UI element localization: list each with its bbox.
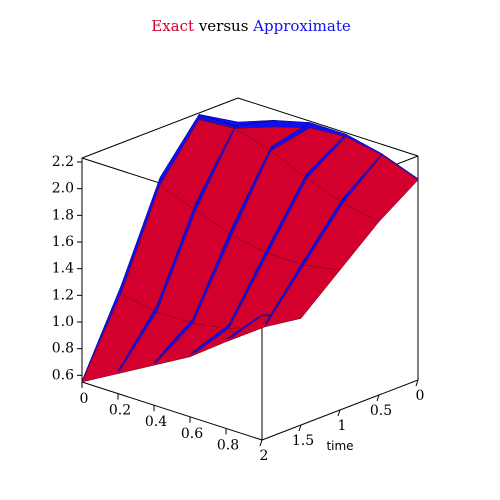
title-approximate: Approximate bbox=[252, 17, 351, 35]
t-tick bbox=[298, 424, 302, 432]
surface-patch bbox=[342, 154, 419, 222]
z-tick-label: 1.6 bbox=[52, 234, 74, 250]
z-tick-label: 2.2 bbox=[52, 154, 74, 170]
x-tick-label: 0.6 bbox=[181, 426, 203, 442]
x-tick-label: 0.2 bbox=[109, 403, 131, 419]
t-tick-label: 2 bbox=[260, 448, 269, 464]
x-tick-label: 0 bbox=[80, 391, 89, 407]
box-edge bbox=[81, 381, 263, 441]
z-tick-label: 2.0 bbox=[52, 181, 74, 197]
t-tick bbox=[376, 394, 380, 402]
t-tick-label: 0.5 bbox=[370, 403, 392, 419]
z-tick-label: 1.4 bbox=[52, 261, 74, 277]
x-tick-label: 0.8 bbox=[217, 437, 239, 453]
box-edge bbox=[237, 97, 419, 157]
chart-title: Exact versus Approximate bbox=[151, 17, 351, 35]
t-tick-label: 1.5 bbox=[292, 433, 314, 449]
t-tick-label: 0 bbox=[416, 388, 425, 404]
z-tick-label: 1.0 bbox=[52, 314, 74, 330]
box-edge bbox=[81, 97, 239, 159]
z-tick-label: 1.2 bbox=[52, 287, 74, 303]
t-tick-label: 1 bbox=[338, 418, 347, 434]
t-tick bbox=[415, 379, 419, 387]
x-tick-label: 0.4 bbox=[145, 414, 167, 430]
t-tick bbox=[337, 409, 341, 417]
title-word: versus bbox=[198, 17, 249, 35]
title-exact: Exact bbox=[151, 17, 194, 35]
z-tick-label: 0.8 bbox=[52, 341, 74, 357]
t-axis-label: time bbox=[326, 439, 353, 453]
z-tick-label: 1.8 bbox=[52, 207, 74, 223]
t-tick bbox=[259, 439, 263, 447]
z-tick-label: 0.6 bbox=[52, 367, 74, 383]
